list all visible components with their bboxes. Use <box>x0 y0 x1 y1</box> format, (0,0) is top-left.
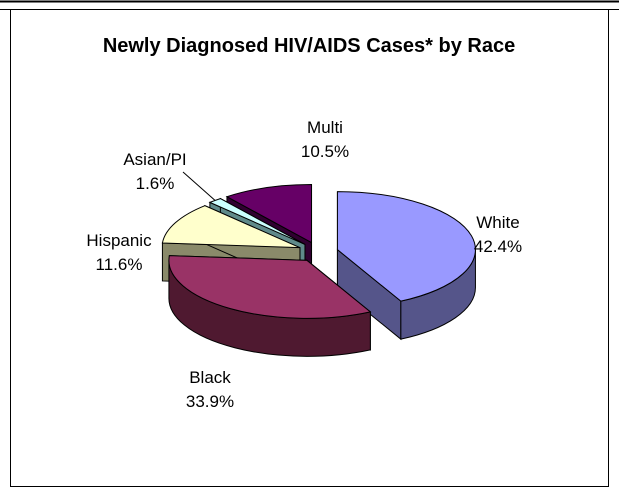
slice-value-multi: 10.5% <box>301 142 349 161</box>
chart-title: Newly Diagnosed HIV/AIDS Cases* by Race <box>103 35 515 57</box>
slice-hispanic <box>161 205 301 249</box>
pie-labels: White 42.4% Black 33.9% Hispanic 11.6% Asian/P… <box>86 118 522 411</box>
slice-value-hispanic: 11.6% <box>96 255 143 274</box>
slice-label-white: White <box>476 213 519 232</box>
slice-value-white: 42.4% <box>474 237 522 256</box>
slice-multi <box>225 184 313 244</box>
slice-black <box>168 255 372 319</box>
slice-white <box>336 191 476 302</box>
slice-label-asian-pi: Asian/PI <box>123 150 186 169</box>
slice-asian-pi <box>208 198 306 245</box>
slice-label-black: Black <box>189 368 231 387</box>
slice-label-hispanic: Hispanic <box>86 231 152 250</box>
slice-label-multi: Multi <box>307 118 343 137</box>
slice-value-black: 33.9% <box>186 392 234 411</box>
pie-tops <box>161 184 476 319</box>
leader-line-asian-pi <box>182 171 216 201</box>
slice-value-asian-pi: 1.6% <box>136 174 175 193</box>
